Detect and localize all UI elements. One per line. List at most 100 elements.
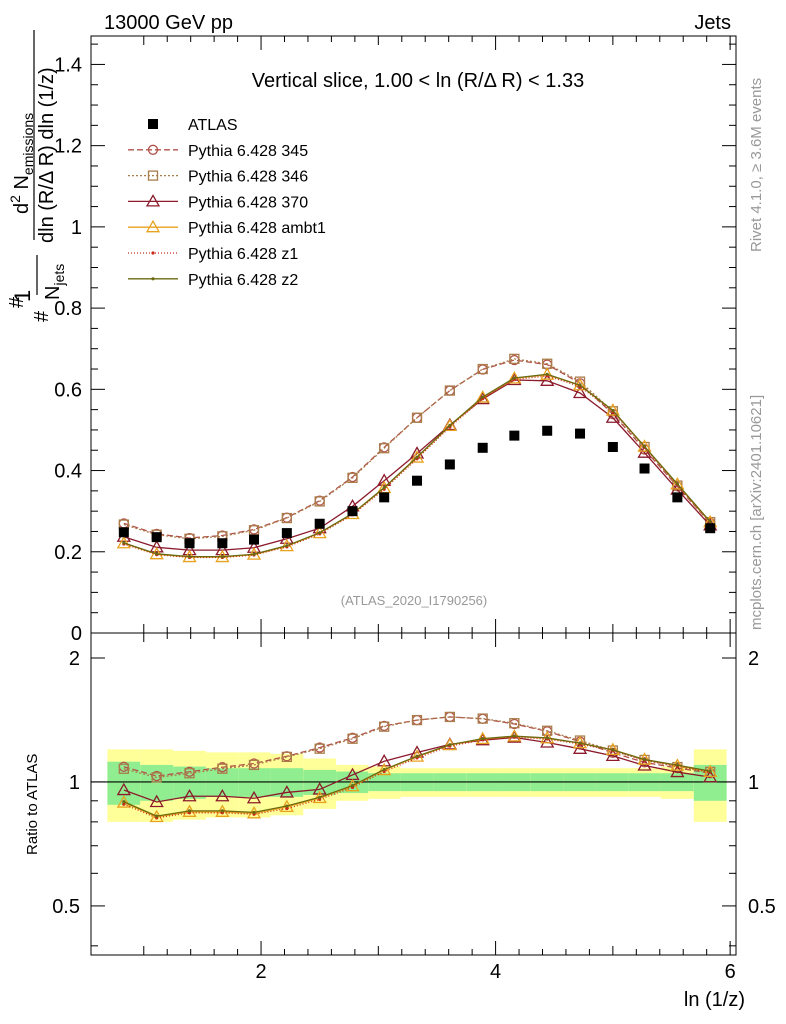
ylabel-one: 1	[10, 290, 35, 302]
atlas-point	[379, 492, 390, 503]
atlas-point	[509, 430, 520, 441]
atlas-point	[477, 442, 488, 453]
series-4-line	[123, 374, 711, 558]
atlas-point	[118, 527, 129, 538]
series-3-ratio-point	[182, 788, 197, 802]
series-2-ratio-point	[444, 711, 456, 723]
ratio-panel	[116, 711, 718, 823]
series-2-point	[379, 443, 390, 454]
series-2-ratio-point	[281, 751, 292, 763]
series-2-ratio-point	[314, 743, 325, 754]
series-2-ratio-point	[477, 713, 488, 724]
series-6-point	[611, 408, 615, 413]
ylabel-njets-sub: jets	[51, 264, 67, 287]
chart-title: Vertical slice, 1.00 < ln (R/Δ R) < 1.33	[252, 70, 584, 92]
series-4-point	[605, 403, 620, 416]
series-6-ratio-point	[350, 783, 355, 788]
series-4-ratio-point	[377, 762, 392, 776]
svg-text:Njets: Njets	[42, 264, 67, 300]
series-6-point	[578, 383, 582, 387]
legend-item: Pythia 6.428 345	[128, 143, 308, 160]
series-6-point	[155, 552, 159, 556]
series-4-point	[637, 439, 652, 452]
main-panel	[116, 353, 718, 563]
series-5-line	[123, 375, 711, 559]
series-6-ratio-point	[708, 769, 712, 773]
y-tick-label: 1.2	[54, 136, 82, 158]
series-6-point	[448, 423, 452, 428]
atlas-point	[184, 538, 195, 549]
legend-marker	[145, 219, 161, 233]
legend-marker	[151, 251, 155, 255]
series-3-point	[149, 539, 164, 553]
y-tick-label: 0.4	[54, 461, 82, 483]
series-2-point	[477, 363, 488, 375]
series-2-ratio-point	[347, 733, 358, 744]
legend-item: Pythia 6.428 ambt1	[128, 219, 326, 237]
series-1-point	[444, 385, 456, 396]
series-4-point	[670, 477, 685, 490]
series-3-ratio-point	[540, 735, 555, 748]
series-3-point	[637, 445, 652, 458]
series-4-point	[540, 367, 555, 380]
series-6-ratio-point	[187, 809, 192, 813]
atlas-point	[542, 425, 553, 436]
series-3-point	[605, 410, 620, 423]
legend-label: Pythia 6.428 ambt1	[188, 220, 326, 237]
x-axis-label: ln (1/z)	[684, 989, 745, 1011]
series-4-point	[409, 450, 425, 463]
series-5-ratio-point	[122, 802, 126, 806]
series-6-ratio-point	[122, 800, 126, 804]
ratio-y-axis-label: Ratio to ATLAS	[24, 754, 41, 855]
series-2-point	[444, 385, 456, 396]
series-2-ratio-point	[184, 768, 195, 779]
series-6-point	[318, 531, 322, 535]
atlas-point	[607, 441, 618, 452]
series-3-point	[475, 391, 490, 405]
ylabel-nem-sub: emissions	[20, 113, 36, 175]
svg-text:#: #	[31, 310, 53, 322]
ratio-y-tick-label-left: 1	[69, 772, 80, 794]
atlas-point	[249, 534, 260, 545]
legend-item: ATLAS	[148, 117, 238, 134]
series-6-ratio-point	[252, 810, 256, 814]
atlas-point	[412, 475, 423, 486]
legend-item: Pythia 6.428 z2	[128, 272, 298, 289]
ylabel-d2: d	[11, 203, 33, 214]
ratio-y-tick-label-right: 2	[748, 648, 759, 670]
ylabel-hash-1: #	[31, 310, 53, 322]
y-tick-label: 0.2	[54, 542, 82, 564]
series-6-point	[642, 444, 647, 449]
atlas-point	[347, 506, 358, 517]
series-4-point	[116, 535, 131, 549]
series-6-point	[187, 555, 192, 559]
x-tick-label: 2	[255, 961, 266, 983]
legend-item: Pythia 6.428 z1	[128, 246, 298, 263]
series-3-ratio-line	[123, 736, 711, 803]
series-3-point	[540, 373, 555, 386]
legend-label: Pythia 6.428 345	[188, 143, 308, 160]
legend-marker	[151, 277, 155, 281]
ratio-y-tick-label-left: 2	[69, 648, 80, 670]
header-right: Jets	[694, 12, 731, 34]
ylabel-denominator: dln (R/Δ R) dln (1/z)	[36, 67, 58, 243]
y-tick-label: 1	[71, 217, 82, 239]
series-6-point	[382, 486, 386, 490]
series-6-point	[252, 552, 256, 556]
series-6-point	[708, 520, 712, 524]
series-3-point	[377, 473, 392, 486]
series-3-ratio-point	[377, 753, 392, 767]
y-axis-label: # # 1 Njets d2 Nemissions dln (R/Δ R) dl…	[6, 30, 67, 322]
atlas-point	[672, 492, 683, 503]
ratio-frame	[90, 632, 737, 956]
atlas-point	[639, 463, 650, 474]
analysis-watermark: (ATLAS_2020_I1790256)	[341, 593, 487, 608]
svg-text:1: 1	[10, 290, 35, 302]
series-6-point	[415, 455, 419, 459]
series-6-ratio-point	[318, 795, 322, 799]
mcplots-label: mcplots.cern.ch [arXiv:2401.10621]	[748, 395, 765, 630]
series-6-ratio-point	[642, 757, 647, 762]
series-2-ratio-point	[217, 763, 228, 774]
ratio-y-tick-label-left: 0.5	[52, 896, 80, 918]
series-6-point	[122, 541, 126, 545]
